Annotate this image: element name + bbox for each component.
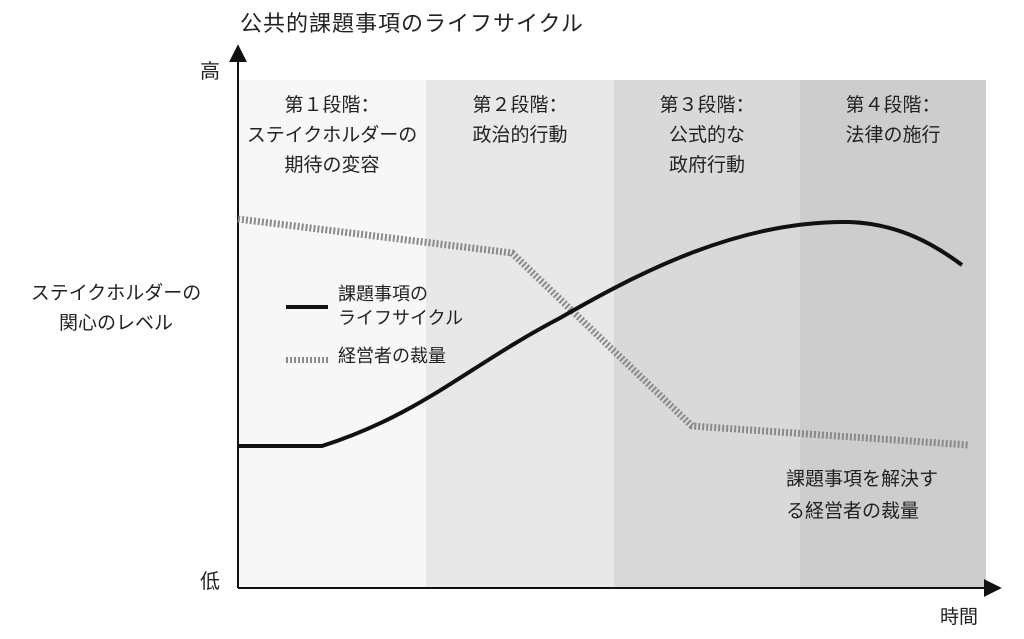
legend-item-lifecycle: 課題事項の ライフサイクル [338, 283, 463, 331]
issue-lifecycle-curve [238, 219, 964, 448]
y-axis-high-label: 高 [200, 59, 220, 83]
y-axis-low-label: 低 [200, 569, 220, 593]
stage-3-label-line: 公式的な [668, 124, 745, 146]
stage-1-label-line: ステイクホルダーの [246, 124, 418, 146]
stage-1-label-line: 期待の変容 [284, 154, 380, 176]
stage-4-label: 第４段階： 法律の施行 [800, 90, 986, 150]
y-axis-label-line: 関心のレベル [58, 312, 173, 334]
stage-2-label: 第２段階： 政治的行動 [426, 90, 614, 150]
stage-3-label-line: 第３段階： [659, 94, 755, 116]
legend-lifecycle-line: ライフサイクル [338, 308, 464, 329]
management-discretion-line [237, 215, 969, 449]
stage-1-band: 第１段階： ステイクホルダーの 期待の変容 [238, 80, 426, 588]
legend-discretion-line: 経営者の裁量 [338, 346, 446, 367]
annotation-line: 課題事項を解決す [786, 468, 939, 490]
stage-1-label: 第１段階： ステイクホルダーの 期待の変容 [238, 90, 426, 180]
diagram-title: 公共的課題事項のライフサイクル [240, 12, 584, 37]
annotation-line: る経営者の裁量 [786, 500, 920, 522]
stage-2-band: 第２段階： 政治的行動 [426, 80, 614, 588]
stage-2-label-line: 政治的行動 [472, 124, 568, 146]
stage-4-band: 第４段階： 法律の施行 [800, 80, 986, 588]
y-axis-label-line: ステイクホルダーの [30, 282, 202, 304]
discretion-annotation: 課題事項を解決す る経営者の裁量 [786, 463, 938, 527]
stage-2-label-line: 第２段階： [472, 94, 568, 116]
legend-lifecycle-line: 課題事項の [338, 284, 428, 305]
stage-3-label: 第３段階： 公式的な 政府行動 [614, 90, 800, 180]
stage-3-band: 第３段階： 公式的な 政府行動 [614, 80, 800, 588]
stage-1-label-line: 第１段階： [284, 94, 380, 116]
y-axis-label: ステイクホルダーの 関心のレベル [4, 278, 228, 338]
legend-item-discretion: 経営者の裁量 [338, 345, 446, 369]
stage-4-label-line: 法律の施行 [845, 124, 941, 146]
stage-3-label-line: 政府行動 [668, 154, 745, 176]
stage-4-label-line: 第４段階： [845, 94, 941, 116]
x-axis-label: 時間 [940, 606, 979, 628]
